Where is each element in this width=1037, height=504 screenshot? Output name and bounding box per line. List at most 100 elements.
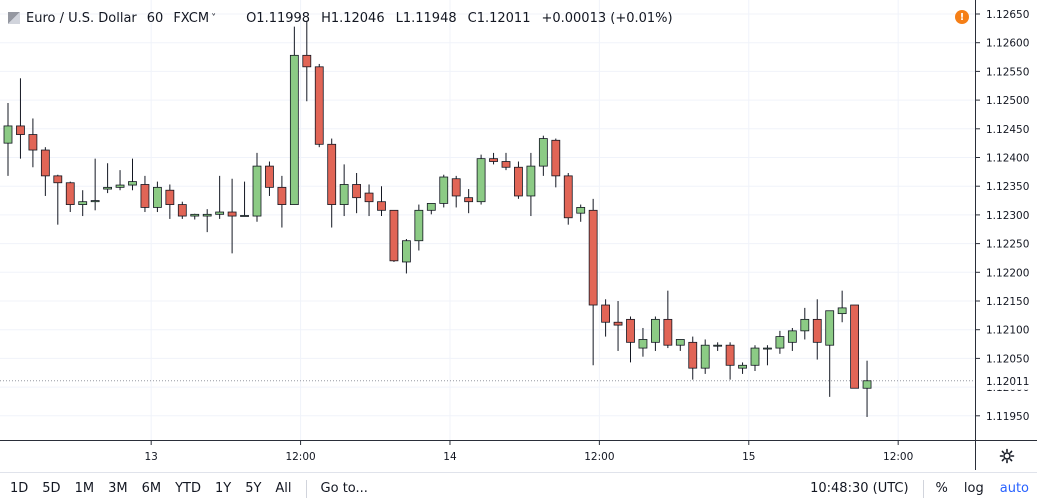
candle[interactable] <box>53 174 63 225</box>
candle[interactable] <box>439 174 449 208</box>
candle[interactable] <box>850 304 859 389</box>
candle[interactable] <box>763 345 772 366</box>
candle[interactable] <box>28 118 38 168</box>
candle[interactable] <box>775 330 785 354</box>
range-all-button[interactable]: All <box>275 481 292 496</box>
candle[interactable] <box>327 138 337 228</box>
candle-body-down <box>626 318 635 343</box>
candle[interactable] <box>289 26 299 205</box>
candle[interactable] <box>613 301 623 351</box>
range-5y-button[interactable]: 5Y <box>245 481 262 496</box>
chevron-down-icon[interactable]: ˅ <box>211 12 217 24</box>
candle[interactable] <box>476 154 486 205</box>
range-1m-button[interactable]: 1M <box>74 481 95 496</box>
candle[interactable] <box>352 172 362 214</box>
candle[interactable] <box>377 186 386 217</box>
candle[interactable] <box>240 181 249 217</box>
clock[interactable]: 10:48:30 (UTC) <box>810 481 909 496</box>
candle[interactable] <box>563 172 573 225</box>
candle[interactable] <box>277 175 287 228</box>
price-tick-label: 1.12100 <box>986 325 1029 337</box>
candle[interactable] <box>190 213 200 220</box>
percent-scale-button[interactable]: % <box>935 481 948 496</box>
candle[interactable] <box>252 152 262 222</box>
candle[interactable] <box>302 20 312 102</box>
chart-settings-button[interactable] <box>975 440 1037 470</box>
range-1d-button[interactable]: 1D <box>10 481 29 496</box>
candle[interactable] <box>675 339 685 351</box>
candle[interactable] <box>725 342 735 380</box>
candle[interactable] <box>165 184 175 219</box>
auto-scale-button[interactable]: auto <box>999 481 1029 496</box>
candle[interactable] <box>202 209 212 233</box>
candle[interactable] <box>601 299 610 337</box>
range-3m-button[interactable]: 3M <box>108 481 128 496</box>
candle[interactable] <box>663 290 673 349</box>
candle[interactable] <box>526 152 536 217</box>
candlestick-chart[interactable] <box>0 0 975 440</box>
candle[interactable] <box>414 204 424 251</box>
candle[interactable] <box>713 342 723 351</box>
candle-body-down <box>314 66 324 145</box>
candle[interactable] <box>227 178 237 254</box>
price-axis[interactable]: 1.12650 1.12600 1.12550 1.12500 1.12450 1.124… <box>975 0 1037 440</box>
candle[interactable] <box>800 307 810 340</box>
candle[interactable] <box>314 63 324 148</box>
goto-button[interactable]: Go to... <box>320 481 368 496</box>
candle[interactable] <box>128 158 137 191</box>
warning-icon[interactable]: ! <box>955 10 969 24</box>
candle[interactable] <box>638 327 648 357</box>
candle[interactable] <box>787 327 797 351</box>
time-axis[interactable]: 13 12:00 14 12:00 15 12:00 <box>0 440 975 470</box>
candle[interactable] <box>825 310 835 397</box>
candle[interactable] <box>501 152 511 171</box>
candle[interactable] <box>140 175 150 213</box>
interval[interactable]: 60 <box>146 10 164 26</box>
candle[interactable] <box>401 239 411 274</box>
candle[interactable] <box>738 362 747 374</box>
candle[interactable] <box>576 204 586 222</box>
candle[interactable] <box>688 336 698 380</box>
candle[interactable] <box>626 316 635 363</box>
candle[interactable] <box>265 161 274 196</box>
candle-body-down <box>53 175 63 184</box>
range-ytd-button[interactable]: YTD <box>175 481 201 496</box>
candle[interactable] <box>551 138 561 188</box>
range-1y-button[interactable]: 1Y <box>214 481 232 496</box>
candle[interactable] <box>16 78 25 159</box>
candle[interactable] <box>812 299 822 360</box>
candle[interactable] <box>389 209 399 262</box>
candle[interactable] <box>103 163 112 194</box>
candle[interactable] <box>339 164 349 217</box>
symbol-name[interactable]: Euro / U.S. Dollar <box>26 10 137 26</box>
candle[interactable] <box>588 198 598 366</box>
candle[interactable] <box>837 290 847 323</box>
candle-body-up <box>675 339 685 346</box>
candle[interactable] <box>451 175 461 208</box>
candle[interactable] <box>489 152 498 165</box>
candle[interactable] <box>78 190 88 217</box>
candle[interactable] <box>514 161 523 199</box>
candle[interactable] <box>538 135 548 176</box>
candle[interactable] <box>426 203 436 215</box>
candle[interactable] <box>464 189 474 214</box>
log-scale-button[interactable]: log <box>963 481 984 496</box>
candle[interactable] <box>177 201 187 219</box>
candle[interactable] <box>364 184 374 217</box>
candle[interactable] <box>3 102 13 176</box>
candle-body-up <box>401 240 411 263</box>
candle[interactable] <box>90 158 100 211</box>
exchange[interactable]: FXCM <box>173 10 210 26</box>
range-5d-button[interactable]: 5D <box>42 481 61 496</box>
candle[interactable] <box>862 360 872 417</box>
candle[interactable] <box>750 345 760 372</box>
candle[interactable] <box>700 339 710 374</box>
candle[interactable] <box>651 316 660 351</box>
candle[interactable] <box>115 170 125 191</box>
candle[interactable] <box>40 147 50 196</box>
candle[interactable] <box>215 175 225 219</box>
range-6m-button[interactable]: 6M <box>141 481 162 496</box>
candle[interactable] <box>152 181 162 213</box>
candle[interactable] <box>65 181 75 213</box>
chart-pane[interactable] <box>0 0 975 440</box>
